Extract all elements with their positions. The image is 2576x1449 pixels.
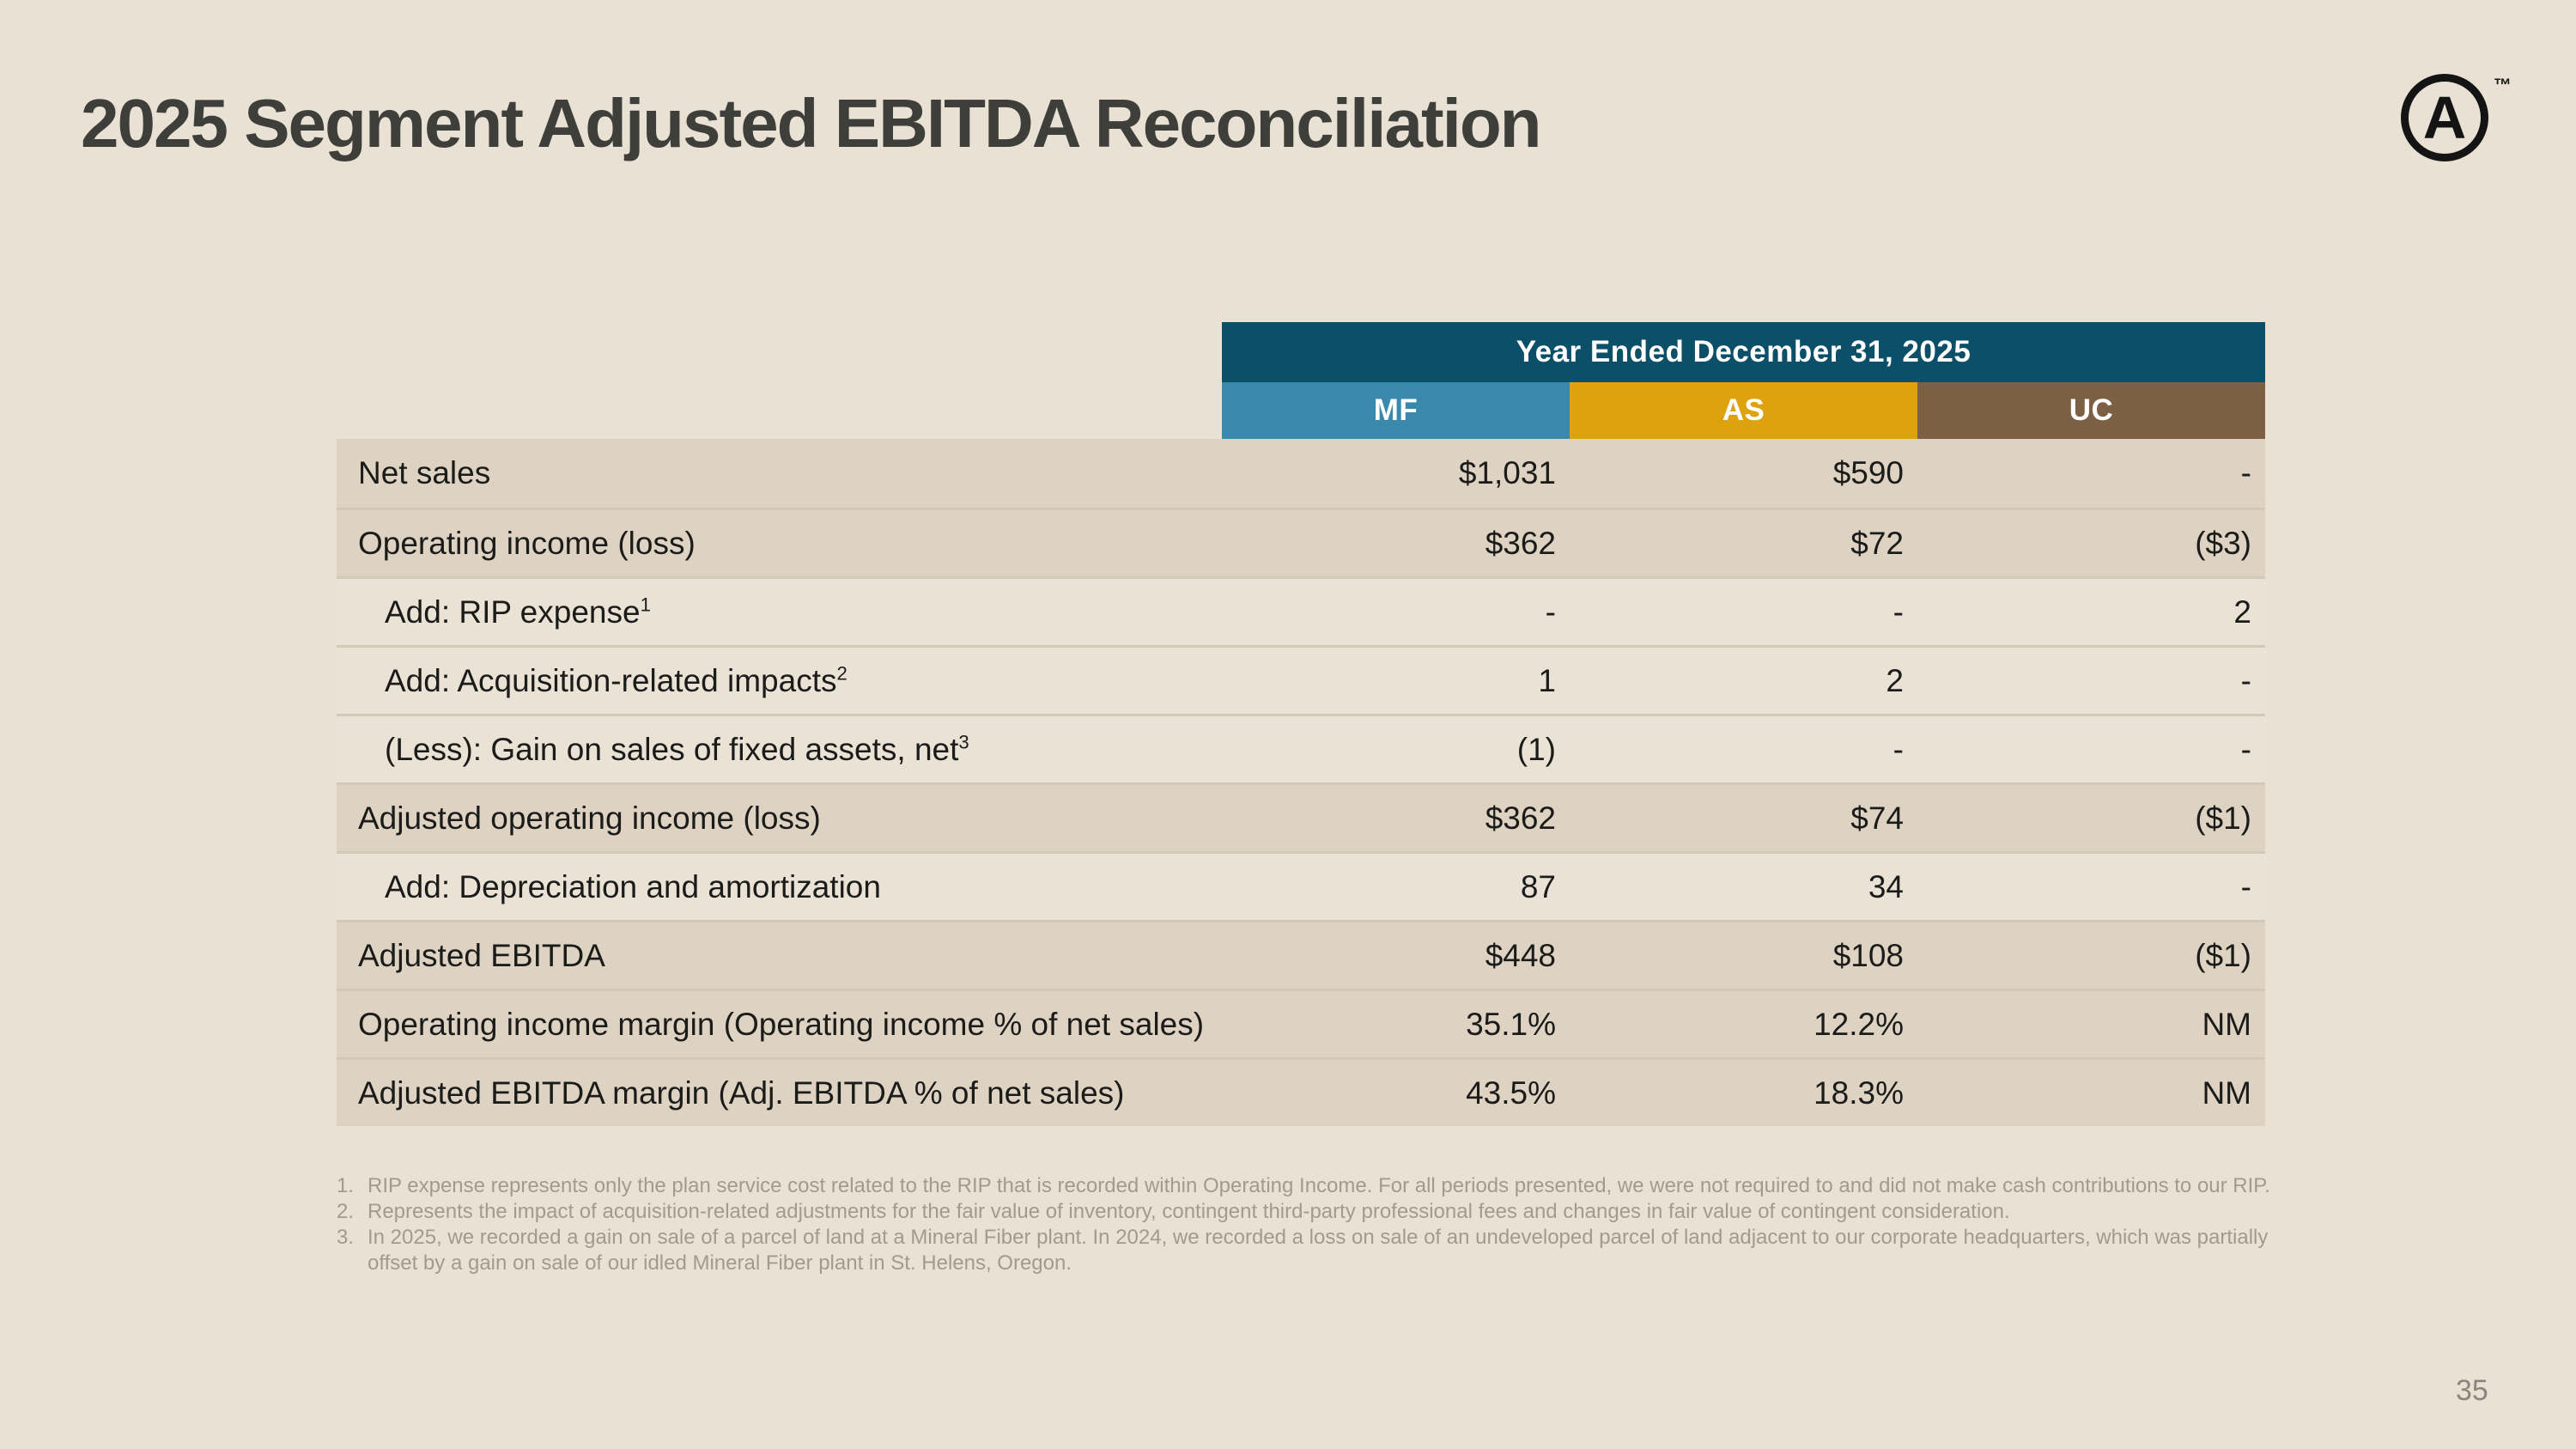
logo-a-icon: A <box>2401 74 2488 161</box>
footnote-ref: 2 <box>836 662 848 685</box>
table-year-header: Year Ended December 31, 2025 <box>1222 322 2265 382</box>
value-as: 12.2% <box>1814 1006 1904 1042</box>
footnote-number: 2. <box>337 1200 355 1223</box>
column-header-mf: MF <box>1222 382 1570 439</box>
table-row-adjusted-ebitda: Adjusted EBITDA $448 $108 ($1) <box>337 920 2265 989</box>
value-as: 2 <box>1886 662 1904 698</box>
row-label: Operating income margin (Operating incom… <box>337 1007 1222 1043</box>
row-label: Add: Depreciation and amortization <box>337 869 1222 905</box>
value-uc: ($1) <box>2195 937 2251 973</box>
table-row-acquisition-impacts: Add: Acquisition-related impacts2 1 2 - <box>337 645 2265 714</box>
segment-column-headers: MF AS UC <box>1222 382 2265 439</box>
value-mf: 35.1% <box>1466 1006 1556 1042</box>
ebitda-reconciliation-table: Year Ended December 31, 2025 MF AS UC Ne… <box>337 322 2265 1126</box>
row-label-text: Adjusted EBITDA margin (Adj. EBITDA % of… <box>358 1075 1125 1111</box>
row-label-text: Add: RIP expense <box>385 594 641 630</box>
table-row-gain-on-sales: (Less): Gain on sales of fixed assets, n… <box>337 714 2265 782</box>
row-label-text: Net sales <box>358 455 491 490</box>
value-mf: 87 <box>1520 868 1556 904</box>
value-uc: - <box>2240 868 2251 904</box>
value-mf: 1 <box>1538 662 1556 698</box>
company-logo: A ™ <box>2401 74 2521 177</box>
footnote-number: 1. <box>337 1174 355 1197</box>
value-mf: (1) <box>1516 731 1556 767</box>
row-label-text: Adjusted EBITDA <box>358 937 605 973</box>
value-as: $590 <box>1832 455 1904 490</box>
value-uc: - <box>2240 455 2251 490</box>
table-row-operating-income: Operating income (loss) $362 $72 ($3) <box>337 508 2265 576</box>
row-label: Adjusted operating income (loss) <box>337 801 1222 837</box>
table-row-net-sales: Net sales $1,031 $590 - <box>337 439 2265 508</box>
table-row-operating-income-margin: Operating income margin (Operating incom… <box>337 989 2265 1057</box>
row-label-text: Operating income (loss) <box>358 525 696 561</box>
row-label: Add: RIP expense1 <box>337 594 1222 630</box>
value-uc: - <box>2240 731 2251 767</box>
footnote-number: 3. <box>337 1226 355 1249</box>
logo-letter: A <box>2422 84 2467 151</box>
footnote-text: Represents the impact of acquisition-rel… <box>368 1200 2010 1223</box>
value-mf: $362 <box>1485 525 1556 561</box>
value-uc: 2 <box>2233 594 2251 630</box>
year-header-label: Year Ended December 31, 2025 <box>1516 335 1971 368</box>
table-row-depreciation-amortization: Add: Depreciation and amortization 87 34… <box>337 851 2265 920</box>
row-label-text: Add: Acquisition-related impacts <box>385 662 837 698</box>
value-uc: ($1) <box>2195 800 2251 836</box>
footnote-ref: 3 <box>958 731 969 753</box>
footnote-1: 1. RIP expense represents only the plan … <box>337 1173 2270 1199</box>
page-number: 35 <box>2456 1374 2488 1407</box>
value-uc: NM <box>2202 1075 2251 1111</box>
table-row-rip-expense: Add: RIP expense1 - - 2 <box>337 576 2265 645</box>
row-label-text: Operating income margin (Operating incom… <box>358 1006 1205 1042</box>
value-uc: NM <box>2202 1006 2251 1042</box>
footnote-text: In 2025, we recorded a gain on sale of a… <box>368 1226 2269 1275</box>
value-mf: 43.5% <box>1466 1075 1556 1111</box>
footnote-3: 3. In 2025, we recorded a gain on sale o… <box>337 1225 2270 1276</box>
value-mf: - <box>1545 594 1556 630</box>
row-label: Add: Acquisition-related impacts2 <box>337 663 1222 699</box>
row-label-text: Adjusted operating income (loss) <box>358 800 821 836</box>
row-label: Adjusted EBITDA margin (Adj. EBITDA % of… <box>337 1075 1222 1111</box>
trademark-symbol: ™ <box>2494 76 2512 95</box>
value-uc: ($3) <box>2195 525 2251 561</box>
row-label: (Less): Gain on sales of fixed assets, n… <box>337 732 1222 768</box>
row-label-text: (Less): Gain on sales of fixed assets, n… <box>385 731 959 767</box>
column-header-uc: UC <box>1917 382 2265 439</box>
row-label: Adjusted EBITDA <box>337 938 1222 974</box>
row-label: Net sales <box>337 455 1222 491</box>
value-mf: $1,031 <box>1458 455 1556 490</box>
table-body: Net sales $1,031 $590 - Operating income… <box>337 439 2265 1126</box>
table-row-adjusted-operating-income: Adjusted operating income (loss) $362 $7… <box>337 782 2265 851</box>
footnote-ref: 1 <box>640 594 651 616</box>
row-label: Operating income (loss) <box>337 526 1222 562</box>
footnote-text: RIP expense represents only the plan ser… <box>368 1174 2270 1197</box>
value-as: 34 <box>1868 868 1904 904</box>
row-label-text: Add: Depreciation and amortization <box>385 868 881 904</box>
value-as: - <box>1893 731 1904 767</box>
value-as: $72 <box>1850 525 1904 561</box>
column-header-as: AS <box>1570 382 1917 439</box>
value-as: 18.3% <box>1814 1075 1904 1111</box>
value-as: $74 <box>1850 800 1904 836</box>
value-uc: - <box>2240 662 2251 698</box>
page-title: 2025 Segment Adjusted EBITDA Reconciliat… <box>81 85 1542 161</box>
value-mf: $362 <box>1485 800 1556 836</box>
footnote-2: 2. Represents the impact of acquisition-… <box>337 1199 2270 1225</box>
value-mf: $448 <box>1485 937 1556 973</box>
table-row-adjusted-ebitda-margin: Adjusted EBITDA margin (Adj. EBITDA % of… <box>337 1057 2265 1126</box>
value-as: - <box>1893 594 1904 630</box>
value-as: $108 <box>1832 937 1904 973</box>
footnotes: 1. RIP expense represents only the plan … <box>337 1173 2270 1276</box>
